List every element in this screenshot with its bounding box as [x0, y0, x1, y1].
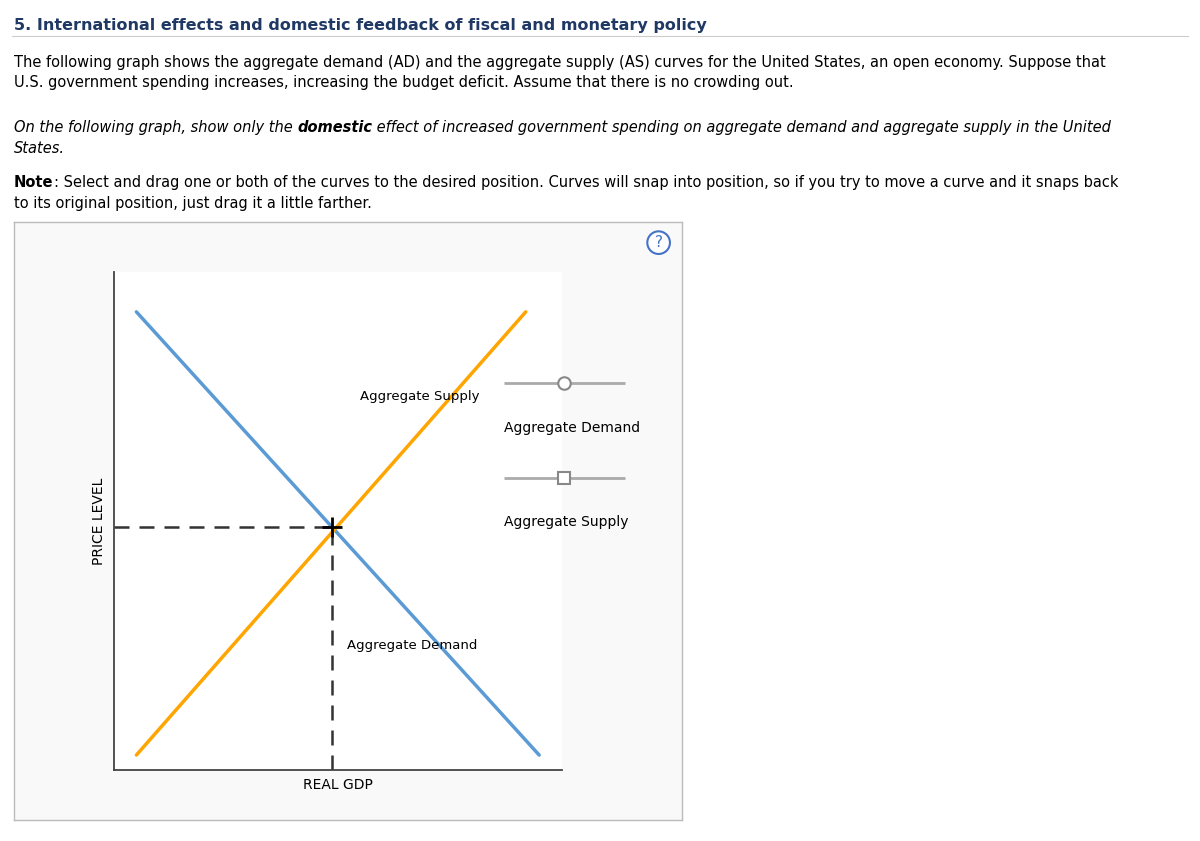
Text: ?: ? [655, 235, 662, 250]
Text: Aggregate Supply: Aggregate Supply [360, 390, 480, 403]
Text: : Select and drag one or both of the curves to the desired position. Curves will: : Select and drag one or both of the cur… [54, 175, 1118, 190]
Text: Note: Note [14, 175, 54, 190]
X-axis label: REAL GDP: REAL GDP [302, 778, 373, 792]
Text: Aggregate Demand: Aggregate Demand [347, 639, 478, 652]
Text: 5. International effects and domestic feedback of fiscal and monetary policy: 5. International effects and domestic fe… [14, 18, 707, 33]
Text: effect of increased government spending on aggregate demand and aggregate supply: effect of increased government spending … [372, 120, 1111, 135]
Text: Aggregate Supply: Aggregate Supply [504, 516, 628, 529]
Y-axis label: PRICE LEVEL: PRICE LEVEL [91, 478, 106, 564]
Text: U.S. government spending increases, increasing the budget deficit. Assume that t: U.S. government spending increases, incr… [14, 75, 793, 90]
Text: On the following graph, show only the: On the following graph, show only the [14, 120, 298, 135]
Text: Aggregate Demand: Aggregate Demand [504, 421, 640, 435]
Text: to its original position, just drag it a little farther.: to its original position, just drag it a… [14, 196, 372, 211]
Text: States.: States. [14, 141, 65, 156]
Text: The following graph shows the aggregate demand (AD) and the aggregate supply (AS: The following graph shows the aggregate … [14, 55, 1105, 70]
Text: domestic: domestic [298, 120, 372, 135]
